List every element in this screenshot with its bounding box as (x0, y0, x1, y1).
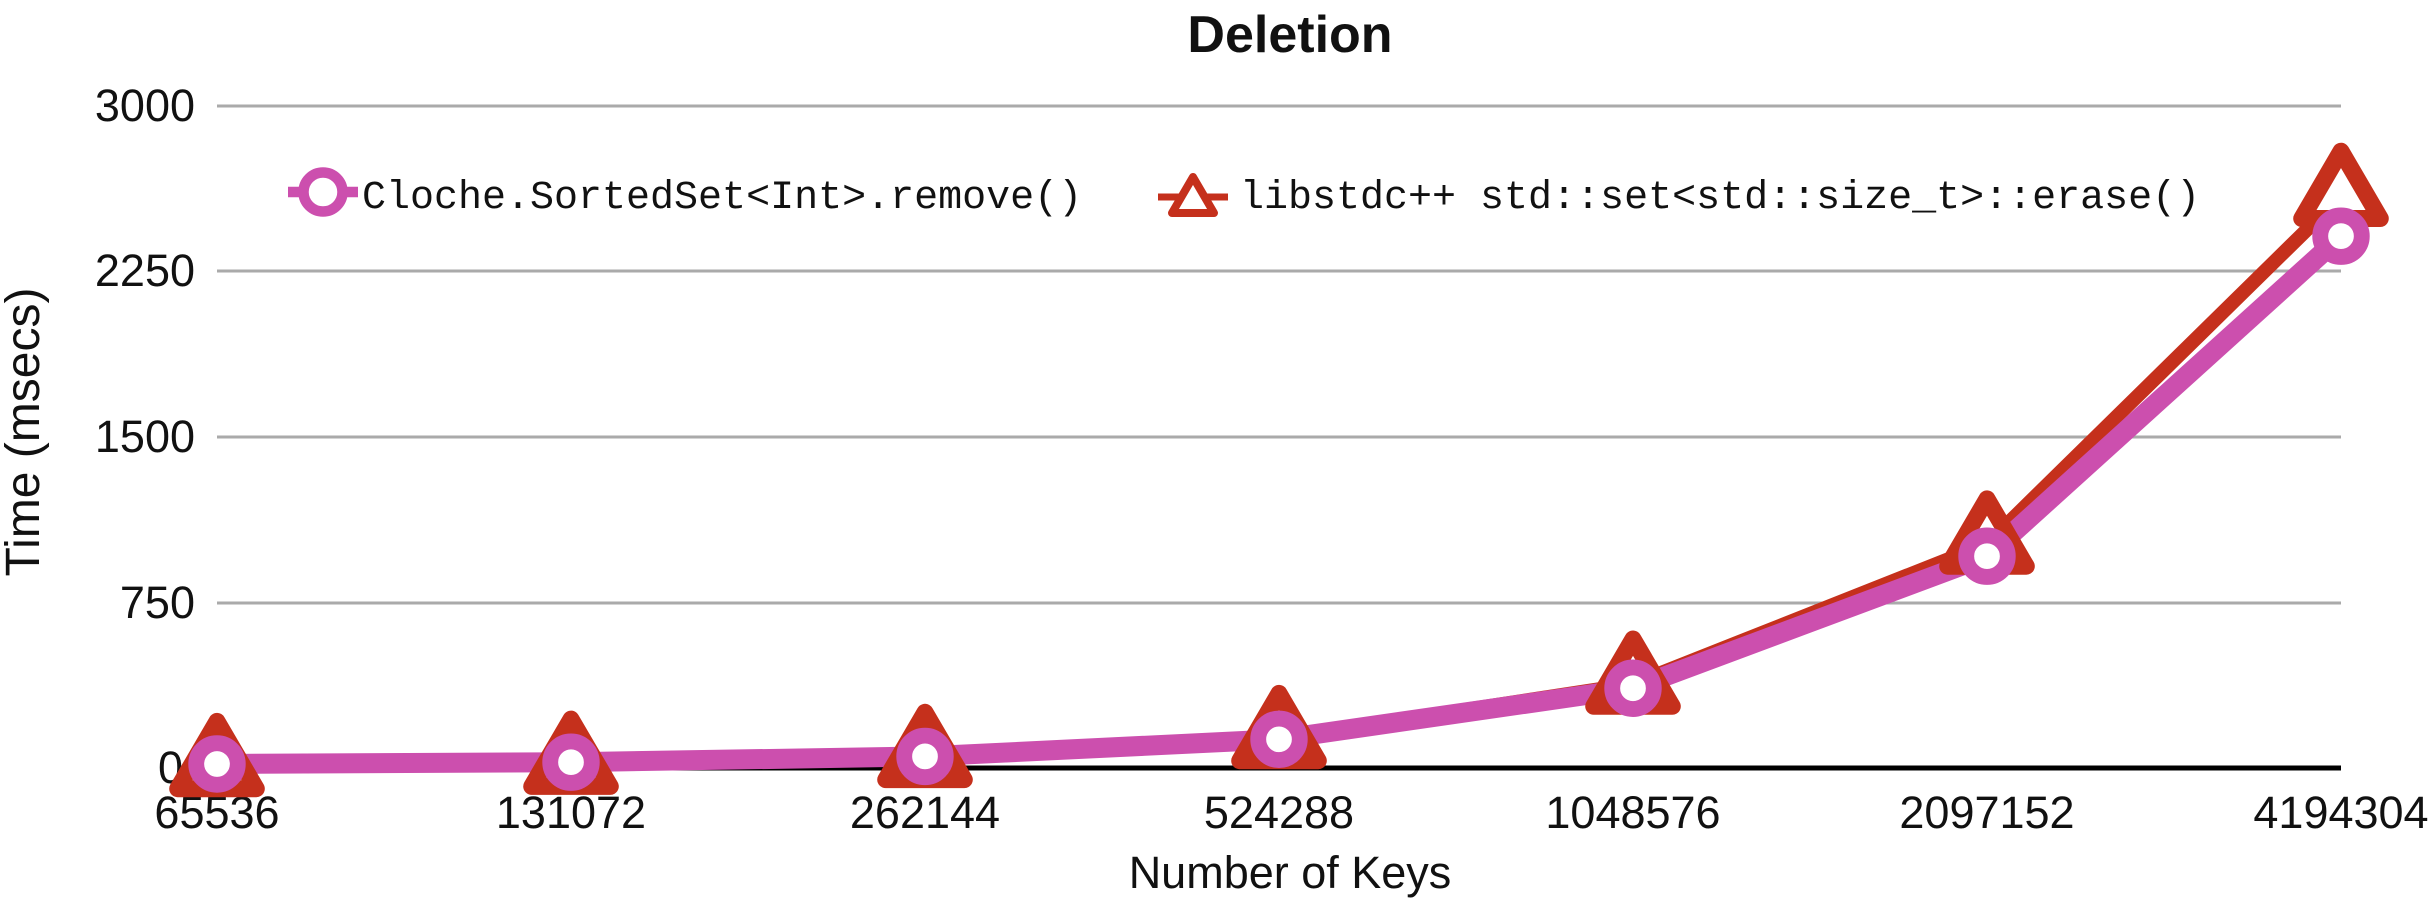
svg-text:Number of Keys: Number of Keys (1129, 847, 1452, 898)
svg-text:262144: 262144 (850, 787, 1000, 838)
svg-text:libstdc++ std::set<std::size_t: libstdc++ std::set<std::size_t>::erase() (1240, 176, 2200, 221)
svg-text:524288: 524288 (1204, 787, 1354, 838)
svg-text:2250: 2250 (95, 245, 195, 296)
svg-text:1048576: 1048576 (1545, 787, 1720, 838)
svg-text:4194304: 4194304 (2253, 787, 2428, 838)
svg-text:3000: 3000 (95, 80, 195, 131)
svg-text:2097152: 2097152 (1899, 787, 2074, 838)
svg-text:Cloche.SortedSet<Int>.remove(): Cloche.SortedSet<Int>.remove() (362, 176, 1082, 221)
svg-text:Deletion: Deletion (1187, 6, 1392, 64)
svg-text:1500: 1500 (95, 411, 195, 462)
svg-text:Time (msecs): Time (msecs) (0, 288, 50, 577)
svg-text:750: 750 (120, 577, 195, 628)
